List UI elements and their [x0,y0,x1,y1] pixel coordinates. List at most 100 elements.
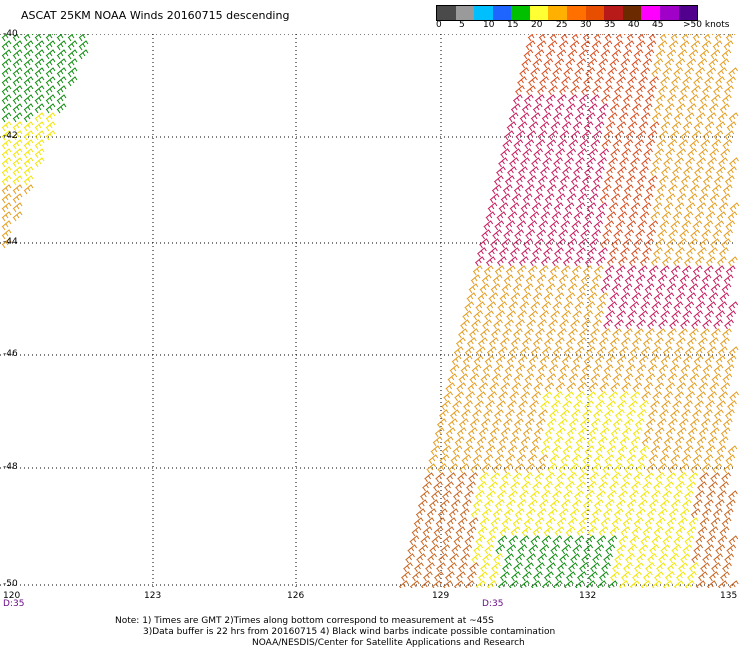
wind-barb [533,571,543,582]
wind-barb [582,220,593,231]
wind-barb [708,481,718,492]
wind-barb [673,67,684,78]
wind-barb [720,571,730,582]
wind-barb [527,220,538,231]
lon-label: 132 [579,591,597,601]
wind-barb [565,292,576,303]
wind-barb [473,355,484,366]
wind-barb [620,481,630,492]
wind-barb [493,364,504,375]
wind-barb [491,418,502,429]
wind-barb [439,409,449,420]
wind-barb [659,220,670,231]
wind-barb [719,292,730,303]
wind-barb [45,76,56,87]
wind-barb [644,283,655,294]
wind-barb [668,40,679,51]
wind-barb [610,382,621,393]
wind-barb [576,481,586,492]
wind-barb [487,202,498,213]
wind-barb [45,85,56,96]
wind-barb [720,382,731,393]
wind-barb [670,220,681,231]
wind-barb [645,184,656,195]
wind-barb [543,526,554,537]
wind-barb [516,499,527,510]
wind-barb [534,238,544,249]
wind-barb [719,481,729,492]
wind-barb [603,553,613,564]
wind-barb [23,184,34,195]
wind-barb [616,310,627,321]
wind-barb [561,310,572,321]
wind-barb [593,220,604,231]
wind-barb [612,562,622,573]
wind-barb [564,391,575,402]
wind-barb [580,463,591,474]
wind-barb [712,463,723,474]
wind-barb [712,40,723,51]
colorbar-swatch [585,6,605,20]
wind-barb [450,454,461,465]
wind-barb [605,121,616,132]
wind-barb [490,238,500,249]
wind-barb [678,328,688,339]
wind-barb [491,373,502,384]
wind-barb [529,256,540,267]
wind-barb [661,256,672,267]
wind-barb [553,157,563,168]
wind-barb [492,274,503,285]
wind-barb [626,409,636,420]
wind-barb [497,535,508,546]
wind-barb [692,34,703,42]
wind-barb [482,364,493,375]
wind-barb [697,247,707,258]
wind-barb [34,85,45,96]
wind-barb [714,499,725,510]
wind-barb [571,499,582,510]
wind-barb [692,409,702,420]
wind-barb [557,328,567,339]
wind-barb [558,274,569,285]
wind-barb [642,292,653,303]
wind-barb [686,103,697,114]
wind-barb [523,238,533,249]
wind-map[interactable] [0,34,740,588]
wind-barb [56,40,67,51]
wind-barb [703,220,714,231]
wind-barb [570,85,580,96]
wind-barb [671,76,681,87]
wind-barb [588,193,599,204]
wind-barb [698,571,708,582]
wind-barb [697,58,708,69]
wind-barb [471,319,481,330]
wind-barb [702,175,713,186]
wind-barb [23,121,34,132]
wind-barb [541,535,552,546]
wind-barb [560,409,570,420]
wind-barb [552,112,563,123]
wind-barb [637,220,648,231]
wind-barb [675,247,685,258]
wind-barb [67,76,78,87]
wind-barb [532,292,543,303]
wind-barb [437,508,448,519]
wind-barb [510,526,521,537]
wind-barb [642,481,652,492]
wind-barb [464,346,475,357]
wind-barb [1,76,12,87]
wind-barb [589,49,600,60]
wind-barb [580,274,591,285]
wind-barb [634,328,644,339]
wind-barb [507,166,517,177]
wind-barb [590,184,601,195]
wind-barb [631,103,642,114]
wind-barb [442,490,452,501]
wind-barb [614,319,624,330]
map-title: ASCAT 25KM NOAA Winds 20160715 descendin… [21,9,290,22]
wind-barb [706,535,717,546]
wind-barb [590,139,601,150]
wind-barb [619,202,630,213]
wind-barb [583,121,594,132]
wind-barb [483,499,494,510]
